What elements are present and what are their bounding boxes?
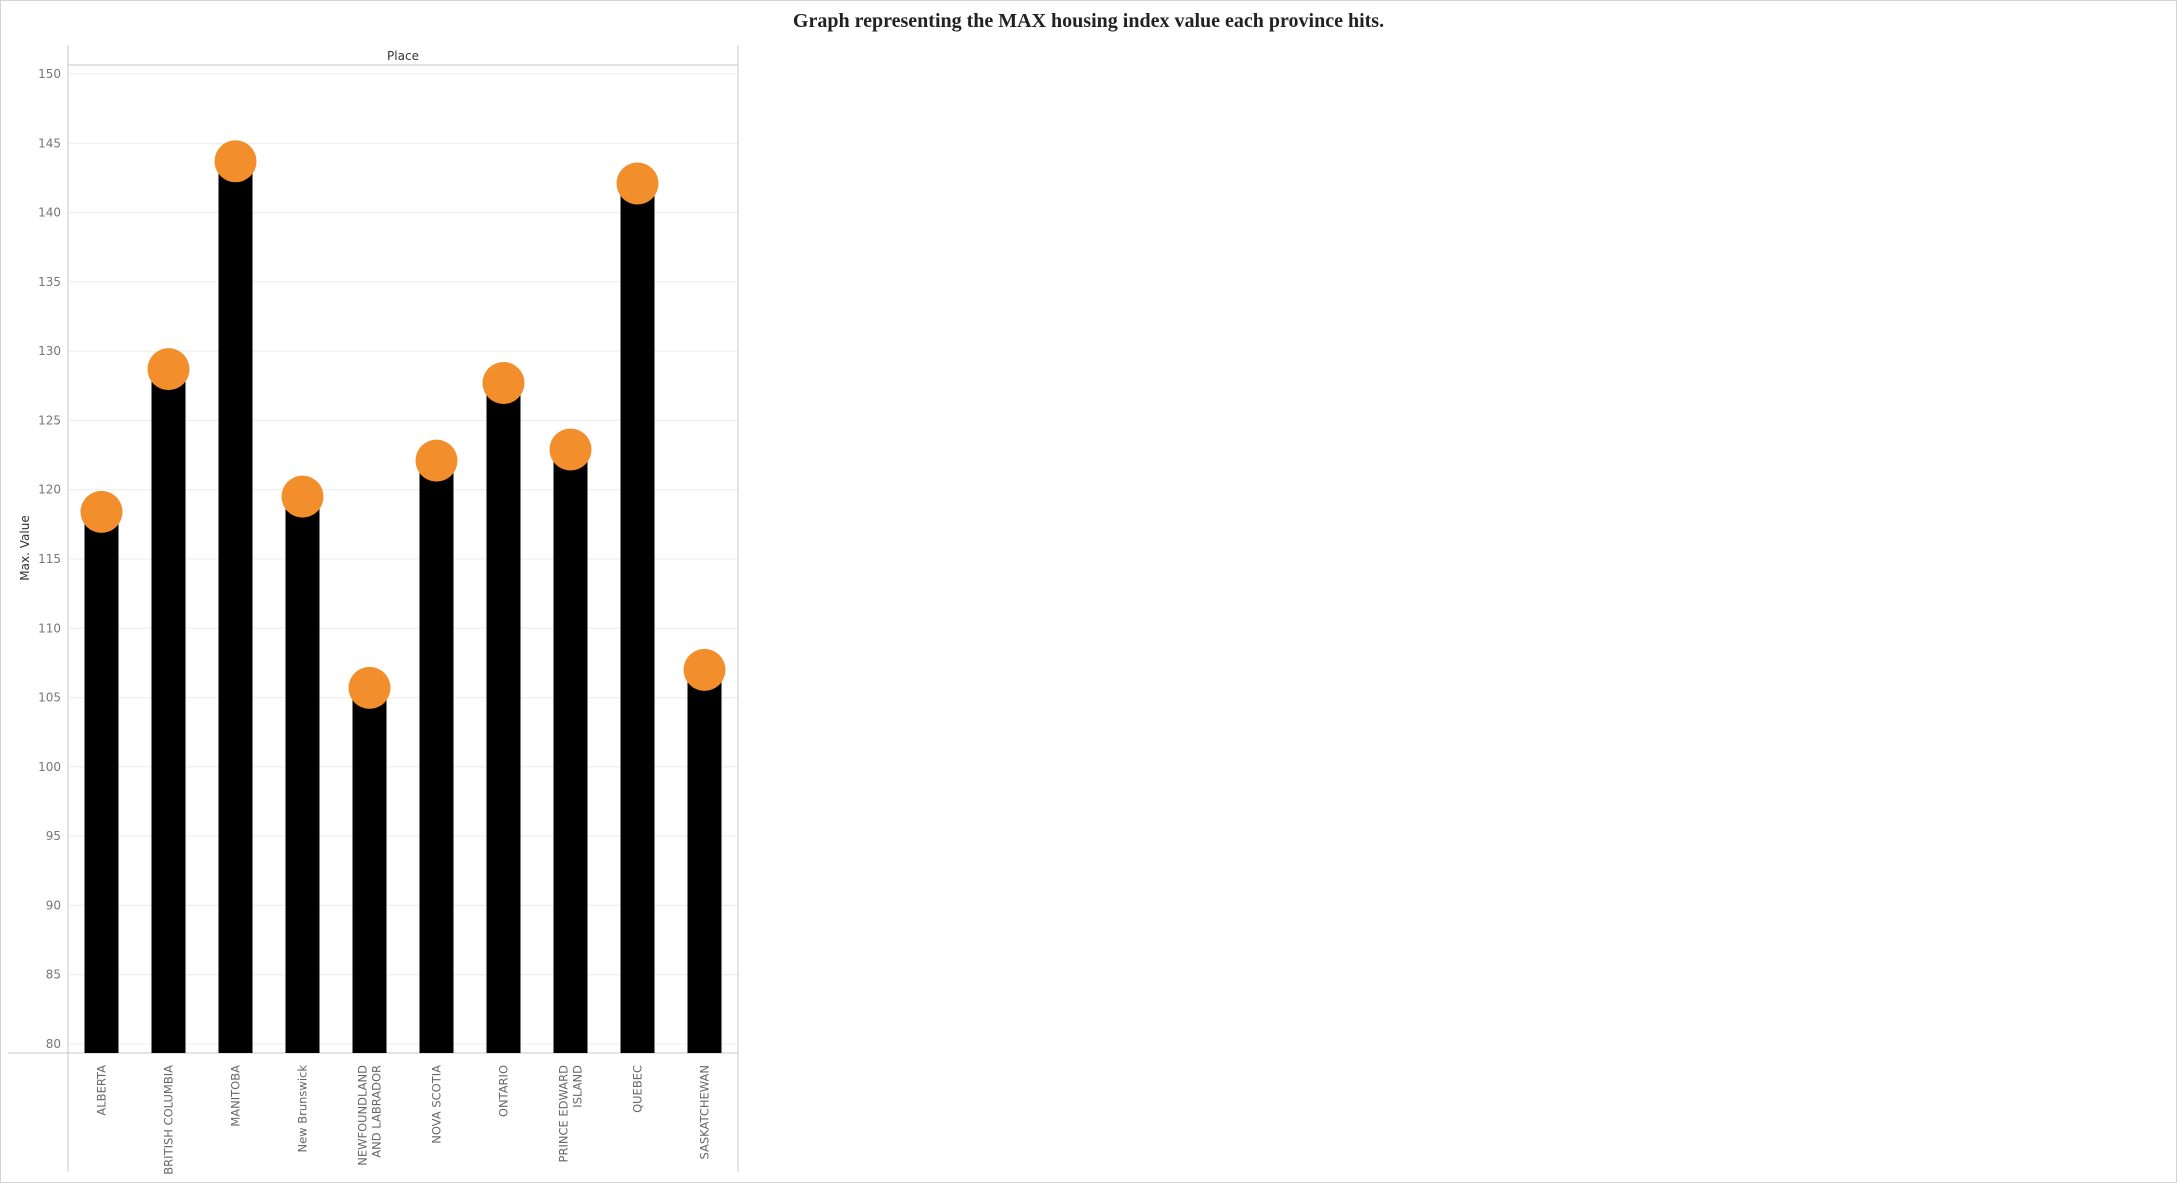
- bar[interactable]: [687, 669, 722, 1053]
- x-category-label-line: NOVA SCOTIA: [430, 1065, 444, 1144]
- bar[interactable]: [151, 369, 186, 1054]
- svg-text:Max. Value: Max. Value: [18, 515, 32, 580]
- x-category-label: ALBERTA: [95, 1065, 109, 1116]
- y-axis-title: Max. Value: [18, 515, 32, 580]
- value-dot[interactable]: [214, 140, 257, 183]
- x-category-label-line: QUEBEC: [631, 1065, 645, 1113]
- x-category-label: MANITOBA: [229, 1065, 243, 1127]
- value-dot[interactable]: [281, 475, 324, 518]
- bars: [84, 161, 722, 1054]
- y-tick-label: 125: [38, 413, 61, 427]
- value-dot[interactable]: [482, 362, 525, 405]
- x-category-label: New Brunswick: [296, 1065, 310, 1153]
- value-dot[interactable]: [683, 648, 726, 691]
- x-category-label-line: ONTARIO: [497, 1065, 511, 1117]
- y-tick-label: 105: [38, 691, 61, 705]
- bar[interactable]: [84, 511, 119, 1053]
- value-dot[interactable]: [549, 428, 592, 471]
- column-header-place: Place: [387, 49, 419, 63]
- value-dot[interactable]: [80, 490, 123, 533]
- y-tick-label: 140: [38, 206, 61, 220]
- x-category-label: NOVA SCOTIA: [430, 1065, 444, 1144]
- x-category-label-line: AND LABRADOR: [370, 1065, 384, 1158]
- x-category-label-line: ALBERTA: [95, 1065, 109, 1116]
- value-dots: [80, 140, 726, 709]
- bar[interactable]: [553, 449, 588, 1053]
- value-dot[interactable]: [147, 348, 190, 391]
- x-category-label: NEWFOUNDLAND AND LABRADOR: [356, 1065, 384, 1166]
- y-tick-label: 80: [46, 1037, 61, 1051]
- bar[interactable]: [419, 460, 454, 1054]
- value-dot[interactable]: [415, 439, 458, 482]
- bar[interactable]: [352, 687, 387, 1053]
- labels: Place Max. Value 80 85 90 95 100 105 110 115 120…: [18, 49, 712, 1175]
- y-tick-label: 115: [38, 552, 61, 566]
- x-category-label: QUEBEC: [631, 1065, 645, 1113]
- x-category-label-line: MANITOBA: [229, 1065, 243, 1127]
- x-category-label: SASKATCHEWAN: [698, 1065, 712, 1160]
- x-category-label-line: SASKATCHEWAN: [698, 1065, 712, 1160]
- x-category-label: BRITISH COLUMBIA: [162, 1065, 176, 1175]
- y-tick-label: 145: [38, 136, 61, 150]
- chart-title: Graph representing the MAX housing index…: [792, 10, 1385, 32]
- x-category-label-line: NEWFOUNDLAND: [356, 1065, 370, 1166]
- y-tick-label: 150: [38, 67, 61, 81]
- x-category-label-line: PRINCE EDWARD: [557, 1065, 571, 1163]
- x-category-label-line: BRITISH COLUMBIA: [162, 1065, 176, 1175]
- y-tick-label: 130: [38, 344, 61, 358]
- x-category-label: PRINCE EDWARD ISLAND: [557, 1065, 585, 1163]
- x-category-label-line: New Brunswick: [296, 1065, 310, 1153]
- y-tick-label: 90: [46, 898, 61, 912]
- y-tick-label: 110: [38, 621, 61, 635]
- bar[interactable]: [218, 161, 253, 1054]
- y-tick-label: 135: [38, 275, 61, 289]
- value-dot[interactable]: [616, 162, 659, 205]
- y-tick-label: 120: [38, 483, 61, 497]
- x-category-label: ONTARIO: [497, 1065, 511, 1117]
- y-tick-label: 85: [46, 968, 61, 982]
- x-category-label-line: ISLAND: [571, 1065, 585, 1108]
- bar[interactable]: [285, 496, 320, 1054]
- y-tick-label: 95: [46, 829, 61, 843]
- bar[interactable]: [620, 183, 655, 1053]
- value-dot[interactable]: [348, 666, 391, 709]
- y-tick-label: 100: [38, 760, 61, 774]
- bar[interactable]: [486, 383, 521, 1053]
